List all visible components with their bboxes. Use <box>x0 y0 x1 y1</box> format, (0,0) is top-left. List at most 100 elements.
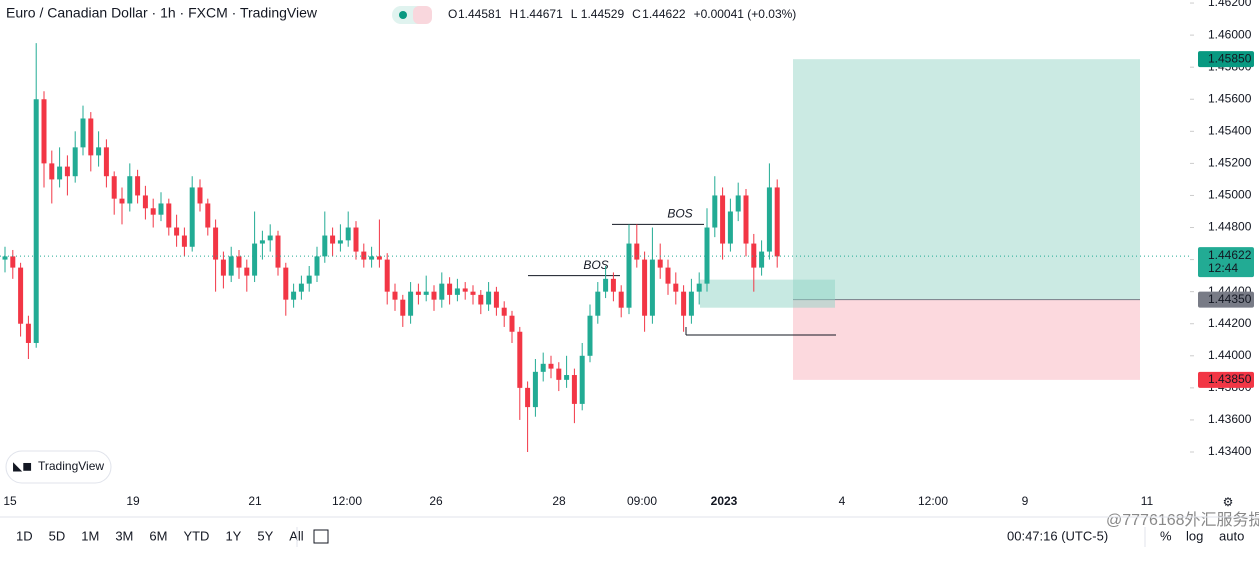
candle-body <box>743 195 749 244</box>
x-tick-label: 11 <box>1141 494 1154 508</box>
candle-body <box>704 227 710 284</box>
candle-body <box>431 291 437 300</box>
candle-body <box>267 235 273 241</box>
candle-body <box>244 267 250 276</box>
candle-body <box>96 147 102 156</box>
candle-body <box>610 278 616 292</box>
logo-mark: ◣◼ <box>13 459 32 473</box>
target-zone <box>793 59 1140 300</box>
candle-body <box>197 187 203 204</box>
candle-body <box>688 291 694 316</box>
candle-body <box>213 227 219 260</box>
position-price-box <box>1198 291 1254 308</box>
candle-body <box>314 256 320 276</box>
candle-body <box>447 283 453 295</box>
candle-body <box>400 299 406 316</box>
y-tick-label: 1.46200 <box>1208 0 1252 9</box>
timeframe-button[interactable]: 1M <box>81 528 99 543</box>
y-tick-label: 1.44200 <box>1208 316 1252 330</box>
candle-body <box>259 240 265 244</box>
candle-body <box>470 291 476 295</box>
candle-body <box>462 288 468 292</box>
candle-body <box>415 291 421 295</box>
candle-body <box>525 387 531 408</box>
candle-body <box>205 203 211 228</box>
y-tick-label: 1.45400 <box>1208 123 1252 137</box>
candle-body <box>517 331 523 388</box>
candle-body <box>174 227 180 236</box>
candle-body <box>423 291 429 295</box>
x-tick-label: 21 <box>248 494 262 508</box>
position-price-box <box>1198 371 1254 388</box>
timeframe-button[interactable]: 1D <box>16 528 33 543</box>
candle-body <box>64 166 70 177</box>
candle-body <box>493 291 499 308</box>
candle-body <box>88 118 94 156</box>
y-tick-label: 1.43600 <box>1208 412 1252 426</box>
candle-body <box>532 371 538 408</box>
ohlc-key: C <box>632 7 641 21</box>
position-price-box <box>1198 51 1254 68</box>
timeframe-button[interactable]: 3M <box>115 528 133 543</box>
candle-body <box>135 176 141 196</box>
scale-button[interactable]: auto <box>1219 528 1244 543</box>
candle-body <box>712 195 718 228</box>
position-price-label: 1.44350 <box>1208 292 1252 306</box>
timeframe-button[interactable]: 5D <box>49 528 66 543</box>
y-tick-label: 1.45200 <box>1208 156 1252 170</box>
timeframe-button[interactable]: 5Y <box>257 528 273 543</box>
candle-body <box>392 291 398 300</box>
x-tick-label: 26 <box>429 494 443 508</box>
candle-body <box>634 243 640 260</box>
x-tick-label: 28 <box>552 494 566 508</box>
candle-body <box>142 195 148 209</box>
order-block <box>700 279 835 308</box>
y-tick-label: 1.45000 <box>1208 188 1252 202</box>
timeframe-button[interactable]: 6M <box>149 528 167 543</box>
candle-body <box>642 259 648 316</box>
x-tick-label: 19 <box>126 494 140 508</box>
header-badge <box>413 6 432 24</box>
calendar-icon[interactable] <box>313 529 329 544</box>
candle-body <box>665 267 671 284</box>
candle-body <box>696 283 702 292</box>
timeframe-button[interactable]: 1Y <box>225 528 241 543</box>
candle-body <box>298 283 304 292</box>
candle-body <box>681 291 687 316</box>
candle-body <box>49 163 55 180</box>
scale-button[interactable]: % <box>1160 528 1172 543</box>
timeframe-button[interactable]: YTD <box>183 528 209 543</box>
candle-body <box>25 323 31 343</box>
candle-body <box>564 375 570 380</box>
candle-body <box>322 235 328 257</box>
scale-button[interactable]: log <box>1186 528 1203 543</box>
position-price-label: 1.43850 <box>1208 372 1252 386</box>
x-tick-label: 09:00 <box>627 494 657 508</box>
candle-body <box>454 288 460 295</box>
bos-label: BOS <box>583 258 608 272</box>
header-dot <box>399 11 407 19</box>
candle-body <box>10 256 16 268</box>
candle-body <box>657 259 663 268</box>
ohlc-value: 1.44622 <box>642 7 686 21</box>
ohlc-value: 1.44671 <box>519 7 563 21</box>
candle-body <box>283 267 289 300</box>
candle-body <box>727 211 733 244</box>
x-tick-label: 4 <box>839 494 846 508</box>
candle-body <box>361 251 367 260</box>
candle-body <box>384 259 390 292</box>
candle-body <box>2 256 8 260</box>
candle-body <box>119 198 125 204</box>
candle-body <box>330 235 336 244</box>
candle-body <box>509 315 515 332</box>
candle-body <box>649 259 655 316</box>
candle-body <box>587 315 593 356</box>
candle-body <box>291 291 297 300</box>
candle-body <box>127 176 133 204</box>
candle-body <box>603 278 609 292</box>
candle-body <box>181 235 187 247</box>
candle-body <box>189 187 195 247</box>
candle-body <box>150 208 156 215</box>
